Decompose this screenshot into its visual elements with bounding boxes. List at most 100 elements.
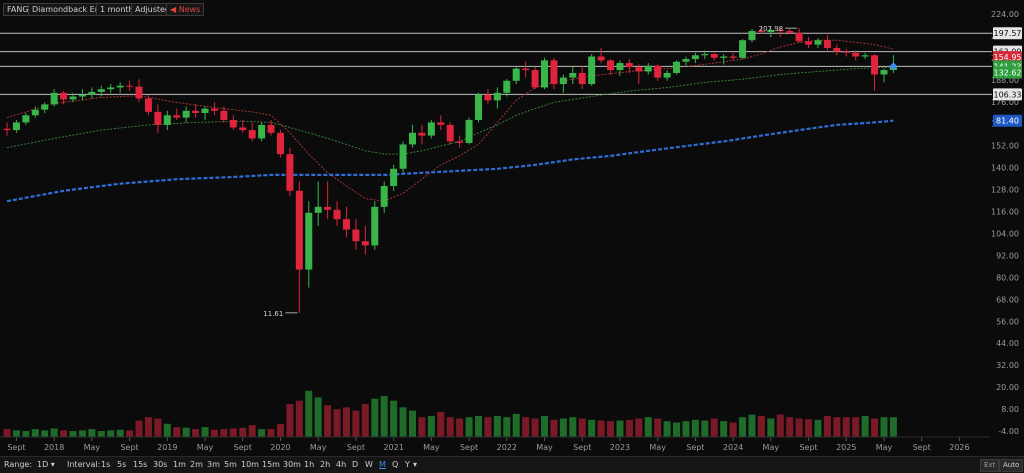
candle-body: [456, 141, 464, 143]
interval-m[interactable]: M: [379, 460, 386, 469]
interval-15s[interactable]: 15s: [133, 460, 148, 469]
volume-bar: [456, 418, 464, 437]
volume-bar: [390, 400, 398, 437]
news-button[interactable]: ◀ News: [166, 3, 205, 16]
moving-average-green: [6, 66, 894, 155]
candle-body: [69, 96, 77, 100]
candle-body: [41, 104, 49, 110]
interval-5s[interactable]: 5s: [117, 460, 127, 469]
period-selector[interactable]: 1 month: [96, 3, 138, 16]
volume-bar: [371, 398, 379, 437]
volume-bar: [144, 417, 152, 437]
candle-body: [60, 92, 68, 100]
volume-bar: [559, 418, 567, 437]
volume-bar: [823, 415, 831, 437]
interval-2m[interactable]: 2m: [190, 460, 203, 469]
volume-bar: [729, 422, 737, 437]
volume-bar: [239, 427, 247, 437]
y-tick-label: 68.00: [996, 295, 1019, 304]
volume-bar: [493, 415, 501, 437]
interval-30s[interactable]: 30s: [153, 460, 168, 469]
candle-body: [163, 115, 171, 125]
chevron-down-icon[interactable]: ▾: [413, 460, 418, 469]
candle-body: [776, 30, 784, 32]
candle-body: [324, 206, 332, 210]
volume-bar: [776, 414, 784, 437]
ext-button[interactable]: Ext: [980, 459, 1000, 472]
y-tick-label: 188.00: [991, 76, 1019, 85]
candle-body: [342, 219, 350, 230]
candle-body: [842, 51, 850, 53]
x-tick-label: May: [84, 443, 101, 452]
candle-body: [465, 119, 473, 143]
volume-bar: [465, 417, 473, 437]
x-tick-label: Sept: [120, 443, 138, 452]
volume-bar: [210, 429, 218, 437]
header-bar: FANG Diamondback Ener 1 month Adjusted ◀…: [0, 0, 1024, 18]
interval-15m[interactable]: 15m: [262, 460, 280, 469]
volume-bar: [399, 407, 407, 437]
candle-body: [833, 48, 841, 52]
interval-4h[interactable]: 4h: [336, 460, 347, 469]
interval-w[interactable]: W: [365, 460, 373, 469]
candle-body: [493, 92, 501, 101]
x-tick-label: Sept: [799, 443, 817, 452]
volume-bar: [767, 418, 775, 437]
candle-body: [673, 61, 681, 73]
interval-y[interactable]: Y: [405, 460, 410, 469]
x-tick-label: 2021: [383, 443, 403, 452]
volume-bar: [720, 421, 728, 437]
interval-d[interactable]: D: [352, 460, 359, 469]
candle-body: [267, 124, 275, 133]
volume-bar: [607, 421, 615, 437]
volume-bar: [814, 419, 822, 437]
volume-bar: [276, 423, 284, 437]
price-tag: 106.33: [993, 88, 1022, 101]
candle-body: [484, 94, 492, 101]
volume-bar: [663, 421, 671, 437]
candle-body: [635, 67, 643, 72]
auto-button[interactable]: Auto: [999, 459, 1024, 472]
y-tick-label: 224.00: [991, 10, 1019, 19]
volume-bar: [12, 430, 20, 437]
volume-bar: [871, 418, 879, 437]
y-tick-label: 56.00: [996, 317, 1019, 326]
x-tick-label: May: [536, 443, 553, 452]
volume-bar: [635, 418, 643, 437]
interval-30m[interactable]: 30m: [283, 460, 301, 469]
x-tick-label: May: [876, 443, 893, 452]
candle-body: [437, 122, 445, 125]
candle-body: [654, 65, 662, 78]
interval-10m[interactable]: 10m: [241, 460, 259, 469]
volume-bar: [805, 419, 813, 437]
range-selector[interactable]: 1D ▾: [37, 460, 55, 470]
candle-body: [380, 185, 388, 207]
interval-5m[interactable]: 5m: [224, 460, 237, 469]
volume-bar: [889, 417, 897, 437]
x-tick-label: 2025: [836, 443, 856, 452]
candle-body: [795, 32, 803, 42]
interval-1s[interactable]: 1s: [101, 460, 111, 469]
symbol-field[interactable]: FANG: [3, 3, 33, 16]
candle-body: [814, 40, 822, 45]
volume-bar: [229, 428, 237, 437]
volume-bar: [757, 415, 765, 437]
candle-body: [757, 31, 765, 33]
interval-1h[interactable]: 1h: [304, 460, 315, 469]
volume-bar: [691, 419, 699, 437]
interval-3m[interactable]: 3m: [207, 460, 220, 469]
y-tick-label: 92.00: [996, 251, 1019, 260]
interval-1m[interactable]: 1m: [173, 460, 186, 469]
candle-body: [390, 168, 398, 186]
candle-body: [871, 55, 879, 75]
volume-bar: [569, 417, 577, 437]
price-tag: 154.95: [993, 51, 1022, 64]
y-tick-label: 140.00: [991, 164, 1019, 173]
interval-q[interactable]: Q: [392, 460, 399, 469]
candle-body: [31, 109, 39, 116]
y-tick-label: 44.00: [996, 339, 1019, 348]
candle-body: [418, 132, 426, 136]
x-tick-label: May: [197, 443, 214, 452]
interval-2h[interactable]: 2h: [320, 460, 331, 469]
